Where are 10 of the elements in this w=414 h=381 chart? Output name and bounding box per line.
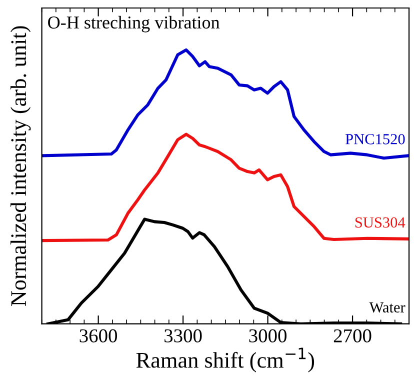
x-axis-title: Raman shift (cm$^{−1}$) xyxy=(136,348,314,372)
y-axis-title: Normalized intensity (arb. unit) xyxy=(10,26,31,306)
x-tick-label: 3000 xyxy=(249,329,286,342)
x-tick-label: 3600 xyxy=(80,329,118,342)
x-tick-label: 3300 xyxy=(164,329,202,342)
text: O-H streching vibration xyxy=(48,16,220,32)
series-label: PNC1520 xyxy=(346,134,405,144)
series-label: SUS304 xyxy=(355,217,406,228)
series-label: Water xyxy=(369,302,406,313)
x-tick-label: 2700 xyxy=(334,329,372,342)
